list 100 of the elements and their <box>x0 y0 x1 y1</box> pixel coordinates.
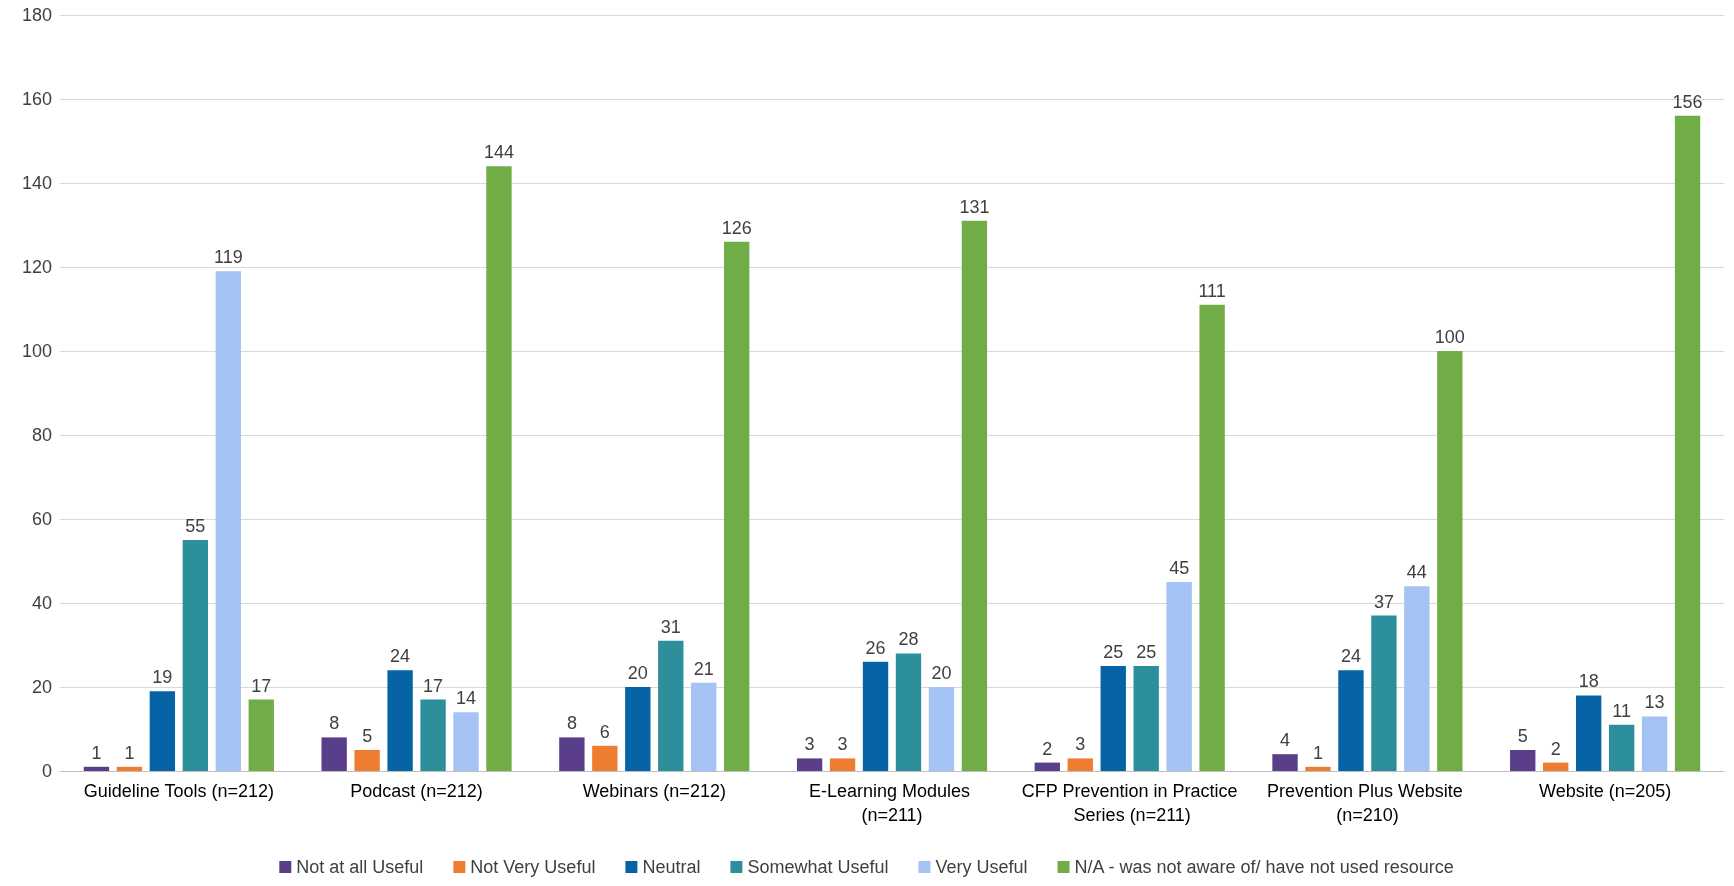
bar <box>1338 670 1364 771</box>
data-label: 20 <box>627 663 648 683</box>
bar <box>1067 758 1093 771</box>
bar <box>1575 695 1602 771</box>
y-tick-label: 20 <box>31 677 52 697</box>
bar <box>83 766 110 771</box>
data-label: 144 <box>483 142 514 163</box>
bar <box>1166 582 1192 771</box>
bar <box>796 758 823 771</box>
bar <box>1641 716 1668 771</box>
legend-label: N/A - was not aware of/ have not used resource <box>1074 857 1454 877</box>
y-tick-label: 100 <box>21 341 52 361</box>
bar <box>895 653 922 771</box>
bar <box>592 745 618 771</box>
data-label: 6 <box>599 721 610 742</box>
bar <box>354 750 380 771</box>
bar <box>862 661 889 771</box>
data-label: 21 <box>693 658 714 679</box>
bar <box>1034 762 1060 771</box>
data-label: 28 <box>898 629 919 650</box>
data-label: 3 <box>804 734 815 755</box>
bar <box>1510 750 1536 771</box>
legend-label: Not at all Useful <box>296 857 424 877</box>
x-tick-label: CFP Prevention in Practice Series (n=211) <box>1021 781 1238 825</box>
bar <box>1543 762 1569 771</box>
data-label: 13 <box>1644 692 1665 713</box>
y-tick-label: 0 <box>41 761 52 781</box>
data-label: 5 <box>362 726 373 746</box>
data-label: 19 <box>152 667 173 688</box>
data-label: 31 <box>660 616 681 637</box>
bar <box>1305 766 1331 771</box>
x-tick-label: Podcast (n=212) <box>350 781 483 801</box>
data-label: 17 <box>423 675 444 696</box>
bar <box>1437 351 1463 771</box>
bar <box>182 540 209 771</box>
y-tick-label: 160 <box>21 89 52 109</box>
bar <box>961 220 988 771</box>
bar <box>1404 586 1430 771</box>
bar <box>420 699 446 771</box>
x-tick-label: Webinars (n=212) <box>582 781 726 801</box>
data-label: 25 <box>1136 642 1157 662</box>
x-tick-label: Prevention Plus Website (n=210) <box>1267 781 1468 825</box>
bar <box>559 737 585 771</box>
x-tick-label: Guideline Tools (n=212) <box>83 781 275 801</box>
x-tick-label: Website (n=205) <box>1539 781 1672 801</box>
legend-label: Neutral <box>642 857 701 877</box>
y-tick-label: 180 <box>21 5 52 25</box>
data-label: 131 <box>959 196 990 217</box>
data-label: 55 <box>185 516 206 536</box>
data-label: 4 <box>1280 730 1291 751</box>
data-label: 44 <box>1406 562 1427 583</box>
data-label: 14 <box>456 688 477 709</box>
bar <box>691 682 717 771</box>
data-label: 3 <box>837 734 848 755</box>
bar <box>215 271 241 771</box>
bar <box>625 687 651 771</box>
data-label: 119 <box>213 247 243 268</box>
data-label: 111 <box>1198 280 1226 301</box>
y-tick-label: 60 <box>31 509 52 529</box>
data-label: 1 <box>91 742 102 763</box>
bar <box>248 699 274 771</box>
data-label: 24 <box>390 646 411 667</box>
bar <box>928 687 955 771</box>
bar <box>829 758 856 771</box>
bar <box>724 241 750 771</box>
data-label: 1 <box>1312 742 1323 763</box>
bar <box>1608 724 1635 771</box>
data-label: 20 <box>931 663 952 683</box>
data-label: 156 <box>1672 91 1703 112</box>
bar <box>149 691 176 771</box>
bar <box>1100 666 1126 771</box>
data-label: 1 <box>124 742 135 763</box>
bar <box>1133 666 1159 771</box>
bar <box>486 166 512 771</box>
data-label: 100 <box>1434 327 1465 347</box>
legend-label: Very Useful <box>935 857 1028 877</box>
bar <box>116 766 143 771</box>
y-tick-label: 120 <box>21 257 52 277</box>
data-label: 3 <box>1075 734 1086 755</box>
bar <box>453 712 479 771</box>
bar <box>387 670 413 771</box>
data-label: 5 <box>1517 726 1528 746</box>
data-label: 45 <box>1169 558 1190 578</box>
y-tick-label: 140 <box>21 173 52 193</box>
data-label: 2 <box>1042 738 1053 759</box>
bar <box>658 640 684 771</box>
bar <box>1371 615 1397 771</box>
data-label: 2 <box>1550 738 1561 759</box>
data-label: 26 <box>865 637 886 658</box>
legend-label: Somewhat Useful <box>747 857 889 877</box>
legend-label: Not Very Useful <box>470 857 596 877</box>
bar <box>1674 115 1701 771</box>
data-label: 8 <box>566 713 577 734</box>
bar <box>1199 304 1225 771</box>
y-tick-label: 80 <box>31 425 52 445</box>
bar <box>1272 754 1298 771</box>
data-label: 18 <box>1578 671 1599 692</box>
data-label: 17 <box>251 675 272 696</box>
data-label: 25 <box>1103 642 1124 662</box>
x-tick-label: E-Learning Modules (n=211) <box>808 781 976 825</box>
